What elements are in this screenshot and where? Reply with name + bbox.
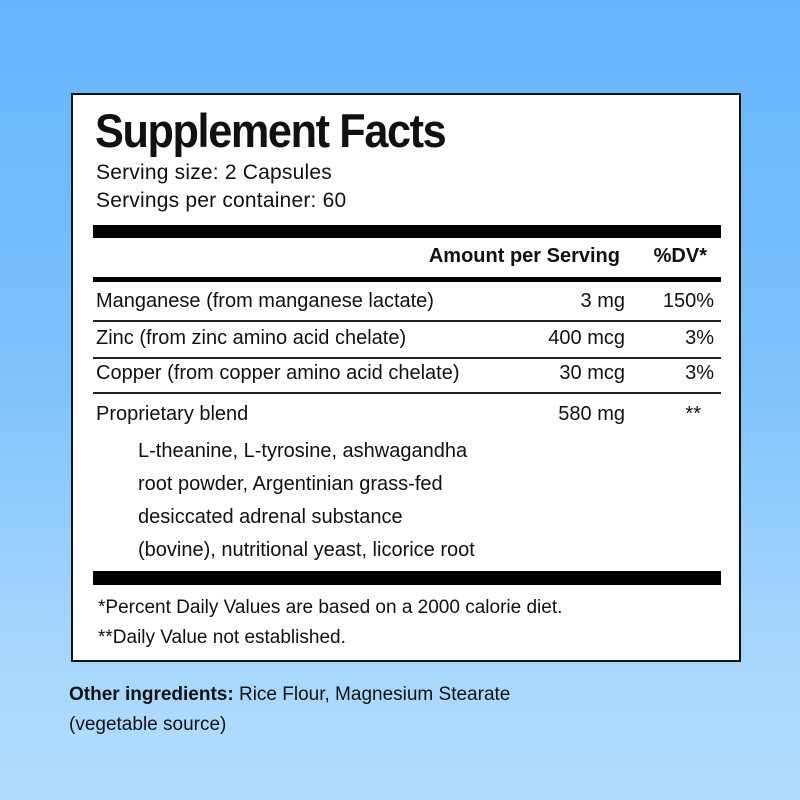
nutrient-dv: 150% (662, 290, 714, 312)
nutrient-row-manganese: Manganese (from manganese lactate) 3 mg … (93, 285, 721, 322)
nutrient-name: Copper (from copper amino acid chelate) (96, 362, 460, 384)
supplement-facts-panel: Supplement Facts Serving size: 2 Capsule… (71, 93, 741, 662)
nutrient-row-copper: Copper (from copper amino acid chelate) … (93, 357, 721, 394)
nutrient-name: Manganese (from manganese lactate) (96, 290, 434, 312)
servings-per-container: Servings per container: 60 (96, 189, 347, 212)
footnote-dv: *Percent Daily Values are based on a 200… (98, 597, 563, 618)
header-amount-per-serving: Amount per Serving (428, 245, 620, 267)
header-divider (93, 277, 721, 282)
blend-line: (bovine), nutritional yeast, licorice ro… (138, 539, 475, 561)
header-daily-value: %DV* (653, 245, 707, 267)
serving-size: Serving size: 2 Capsules (96, 161, 332, 184)
blend-line: L-theanine, L-tyrosine, ashwagandha (138, 440, 468, 462)
footnote-not-established: **Daily Value not established. (98, 627, 346, 648)
nutrient-amount: 580 mg (558, 403, 625, 425)
blend-line: root powder, Argentinian grass-fed (138, 473, 443, 495)
nutrient-amount: 30 mcg (559, 362, 625, 384)
nutrient-dv: 3% (685, 362, 714, 384)
other-ingredients-text: Rice Flour, Magnesium Stearate (233, 684, 511, 705)
thick-divider-bottom (93, 571, 721, 585)
nutrient-row-proprietary-blend: Proprietary blend 580 mg ** (93, 398, 721, 433)
nutrient-amount: 400 mcg (548, 327, 625, 349)
other-ingredients-label: Other ingredients: (69, 684, 234, 705)
blend-line: desiccated adrenal substance (138, 506, 403, 528)
nutrient-dv: 3% (685, 327, 714, 349)
nutrient-row-zinc: Zinc (from zinc amino acid chelate) 400 … (93, 322, 721, 359)
nutrient-amount: 3 mg (580, 290, 625, 312)
other-ingredients: Other ingredients: Rice Flour, Magnesium… (69, 680, 669, 740)
nutrient-name: Proprietary blend (96, 403, 249, 425)
thick-divider-top (93, 225, 721, 238)
nutrient-dv: ** (685, 403, 701, 425)
panel-title: Supplement Facts (95, 104, 447, 157)
blend-ingredients: L-theanine, L-tyrosine, ashwagandha root… (138, 435, 538, 567)
nutrient-name: Zinc (from zinc amino acid chelate) (96, 327, 407, 349)
other-ingredients-line2: (vegetable source) (69, 714, 227, 735)
